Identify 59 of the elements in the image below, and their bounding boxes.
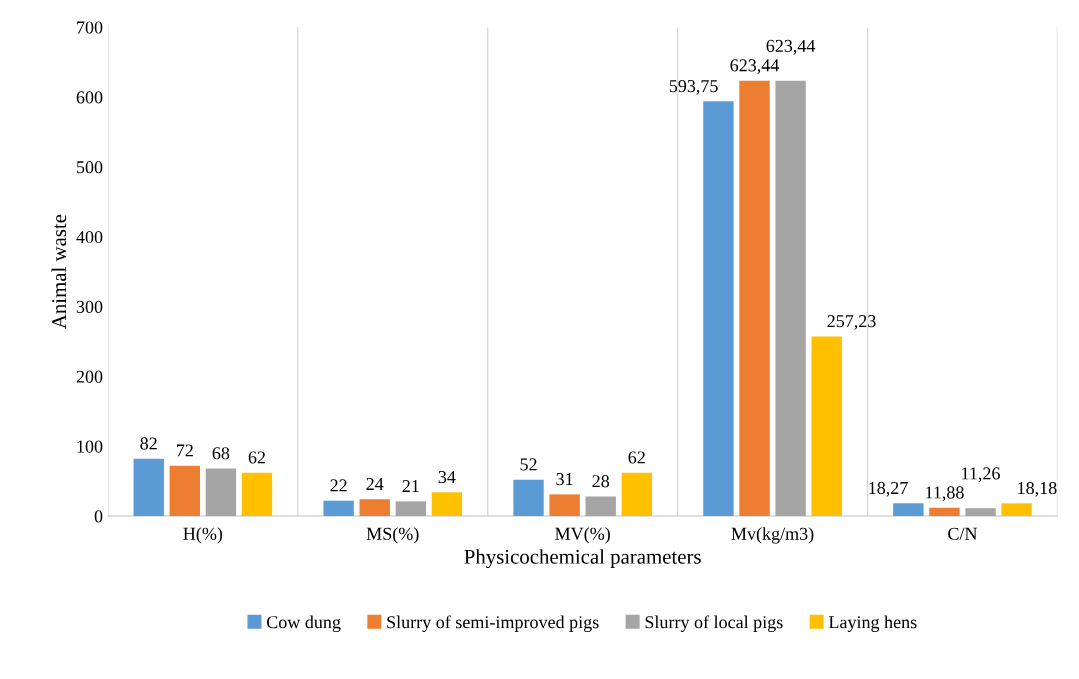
y-tick-label: 300 bbox=[76, 300, 103, 313]
legend-label: Slurry of local pigs bbox=[645, 615, 783, 633]
data-label: 24 bbox=[366, 477, 384, 490]
bar bbox=[205, 468, 237, 517]
bar bbox=[965, 508, 996, 517]
bar bbox=[929, 507, 960, 517]
bar bbox=[359, 499, 390, 517]
bar bbox=[133, 458, 164, 517]
x-tick-label: C/N bbox=[948, 527, 978, 540]
bar bbox=[893, 503, 924, 517]
data-label: 18,18 bbox=[1018, 481, 1057, 497]
data-label: 593,75 bbox=[669, 80, 718, 95]
legend-label: Cow dung bbox=[266, 615, 341, 633]
legend-label: Slurry of semi-improved pigs bbox=[387, 615, 599, 633]
data-label: 62 bbox=[248, 451, 266, 464]
y-tick-label: 100 bbox=[77, 440, 103, 453]
bar bbox=[395, 501, 426, 517]
bar bbox=[811, 336, 842, 517]
y-tick-label: 0 bbox=[94, 510, 103, 523]
x-axis-title: Physicochemical parameters bbox=[464, 549, 701, 569]
bar bbox=[703, 101, 734, 517]
y-tick-label: 200 bbox=[76, 370, 103, 383]
bar bbox=[549, 494, 580, 517]
data-label: 623,44 bbox=[766, 39, 816, 55]
legend-label: Laying hens bbox=[828, 615, 917, 633]
data-label: 28 bbox=[592, 475, 610, 488]
bar bbox=[775, 80, 806, 517]
data-label: 31 bbox=[556, 473, 573, 486]
data-label: 257,23 bbox=[827, 315, 876, 330]
bar bbox=[513, 479, 544, 517]
bar bbox=[621, 472, 652, 517]
y-tick-label: 500 bbox=[77, 161, 103, 174]
data-label: 18,27 bbox=[869, 481, 908, 497]
bar bbox=[739, 80, 770, 517]
y-axis-title: Animal waste bbox=[51, 214, 67, 329]
y-tick-label: 400 bbox=[76, 230, 103, 244]
bar bbox=[323, 500, 354, 517]
data-label: 62 bbox=[628, 451, 645, 464]
x-tick-label: Mv(kg/m3) bbox=[731, 527, 814, 544]
x-tick-label: H(%) bbox=[183, 527, 223, 544]
bar bbox=[169, 465, 200, 517]
bar bbox=[431, 492, 463, 517]
data-label: 22 bbox=[330, 479, 347, 492]
data-label: 623,44 bbox=[730, 59, 780, 74]
data-label: 11,26 bbox=[962, 467, 1000, 483]
x-tick-label: MV(%) bbox=[555, 527, 610, 544]
data-label: 52 bbox=[520, 458, 537, 471]
data-label: 72 bbox=[176, 444, 193, 457]
y-tick-label: 600 bbox=[76, 91, 103, 104]
data-label: 21 bbox=[402, 480, 419, 492]
bar bbox=[241, 472, 273, 517]
data-label: 68 bbox=[212, 447, 230, 460]
data-label: 82 bbox=[140, 437, 157, 450]
bar bbox=[585, 496, 616, 517]
data-label: 34 bbox=[438, 470, 456, 484]
x-tick-label: MS(%) bbox=[366, 527, 419, 544]
y-tick-label: 700 bbox=[77, 21, 103, 34]
bar bbox=[1001, 503, 1032, 517]
data-label: 11,88 bbox=[926, 486, 964, 502]
